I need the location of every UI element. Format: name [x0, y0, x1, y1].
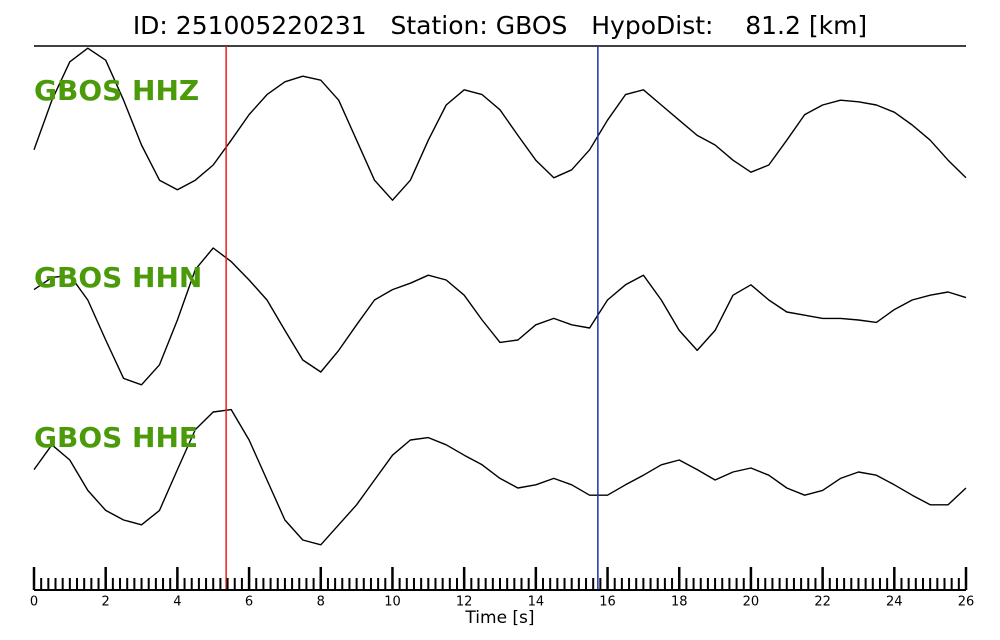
trace-label: GBOS HHE: [34, 421, 198, 454]
x-tick-label: 2: [102, 595, 110, 610]
x-tick-label: 16: [599, 595, 616, 610]
x-tick-label: 10: [384, 595, 401, 610]
x-tick-label: 14: [528, 595, 545, 610]
x-tick-label: 22: [814, 595, 831, 610]
trace: [33, 247, 967, 386]
x-tick-label: 24: [886, 595, 903, 610]
x-tick-label: 20: [743, 595, 760, 610]
x-tick-label: 18: [671, 595, 688, 610]
chart-title: ID: 251005220231 Station: GBOS HypoDist:…: [133, 11, 867, 40]
trace: [33, 408, 967, 546]
x-axis-label: Time [s]: [464, 608, 534, 628]
x-tick-label: 6: [245, 595, 253, 610]
x-tick-label: 26: [958, 595, 975, 610]
x-tick-label: 12: [456, 595, 473, 610]
trace-label: GBOS HHZ: [34, 74, 199, 107]
x-tick-label: 0: [30, 595, 38, 610]
x-tick-label: 4: [173, 595, 181, 610]
trace-label: GBOS HHN: [34, 261, 202, 294]
trace: [33, 47, 967, 201]
x-tick-label: 8: [317, 595, 325, 610]
